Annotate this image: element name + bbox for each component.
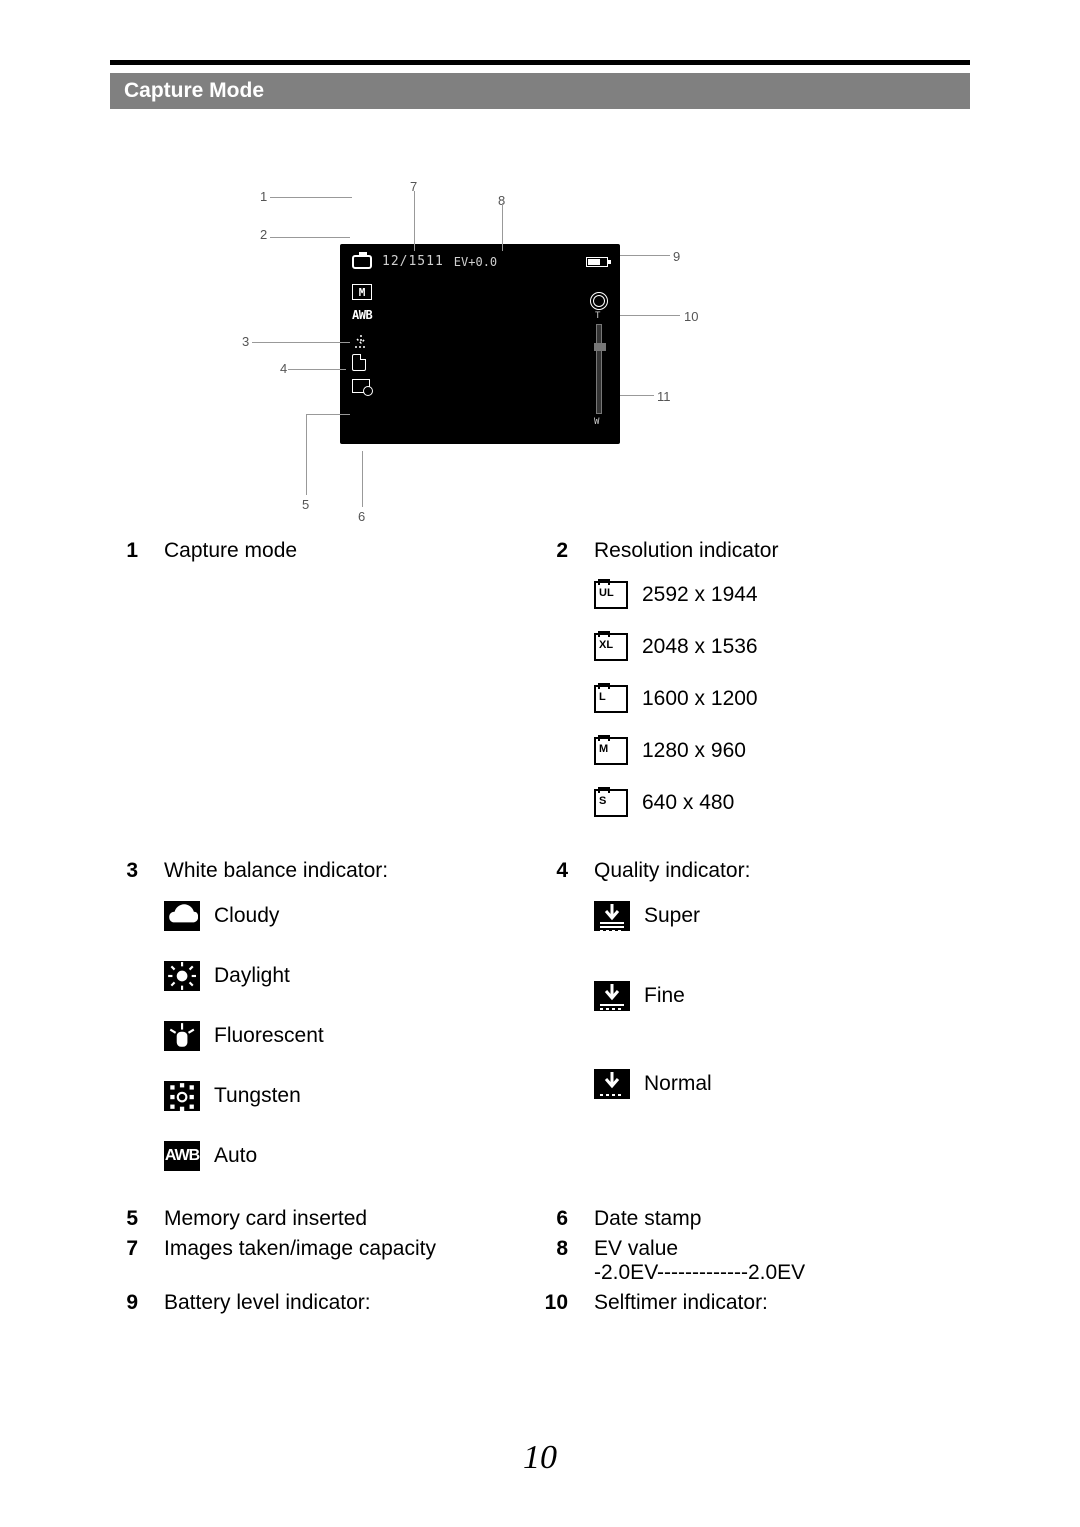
page-number: 10 <box>0 1439 1080 1477</box>
wb-item: AWB Auto <box>164 1141 540 1171</box>
resolution-item: XL 2048 x 1536 <box>594 633 970 661</box>
num-7: 7 <box>110 1237 164 1261</box>
tungsten-icon <box>164 1081 200 1111</box>
lcd-diagram: 12/1511 EV+0.0 M AWB TW 1 2 3 4 5 6 7 8 … <box>230 159 850 519</box>
num-9: 9 <box>110 1291 164 1315</box>
num-10: 10 <box>540 1291 594 1315</box>
num-1: 1 <box>110 539 164 563</box>
date-icon <box>352 379 370 393</box>
resolution-text: 2592 x 1944 <box>642 583 758 607</box>
label-4: Quality indicator: <box>594 859 970 883</box>
label-9: Battery level indicator: <box>164 1291 540 1315</box>
line-9 <box>620 255 670 256</box>
callout-1: 1 <box>260 189 267 204</box>
wb-item: Fluorescent <box>164 1021 540 1051</box>
callout-4: 4 <box>280 361 287 376</box>
wb-text: Daylight <box>214 964 290 988</box>
line-3 <box>252 342 350 343</box>
fluorescent-icon <box>164 1021 200 1051</box>
wb-item: Daylight <box>164 961 540 991</box>
line-8 <box>502 203 503 251</box>
zoom-bar: TW <box>596 324 602 414</box>
card-icon <box>352 354 366 371</box>
camera-icon <box>352 255 372 269</box>
wb-text: Cloudy <box>214 904 279 928</box>
auto-icon: AWB <box>164 1141 200 1171</box>
label-7: Images taken/image capacity <box>164 1237 540 1261</box>
quality-icon <box>352 330 370 346</box>
wb-text: Auto <box>214 1144 257 1168</box>
quality-item: Normal <box>594 1069 970 1099</box>
line-7 <box>414 191 415 251</box>
resolution-icon: M <box>352 284 372 300</box>
resolution-icon-S: S <box>594 789 628 817</box>
quality-item: Super <box>594 901 970 931</box>
callout-11: 11 <box>657 389 671 404</box>
num-2: 2 <box>540 539 594 841</box>
counter-text: 12/1511 <box>382 254 444 269</box>
top-rule <box>110 60 970 65</box>
label-6: Date stamp <box>594 1207 970 1231</box>
daylight-icon <box>164 961 200 991</box>
line-1 <box>270 197 352 198</box>
battery-icon <box>586 257 608 267</box>
wb-item: Tungsten <box>164 1081 540 1111</box>
line-6 <box>362 451 363 507</box>
resolution-icon-L: L <box>594 685 628 713</box>
line-5v2 <box>306 414 307 460</box>
resolution-text: 1280 x 960 <box>642 739 746 763</box>
num-4: 4 <box>540 859 594 1099</box>
line-5h <box>306 414 350 415</box>
label-1: Capture mode <box>164 539 540 563</box>
resolution-item: M 1280 x 960 <box>594 737 970 765</box>
callout-2: 2 <box>260 227 267 242</box>
label-8: EV value <box>594 1237 970 1261</box>
selftimer-icon <box>590 292 608 310</box>
resolution-text: 1600 x 1200 <box>642 687 758 711</box>
cloudy-icon <box>164 901 200 931</box>
callout-3: 3 <box>242 334 249 349</box>
quality-text: Normal <box>644 1072 712 1096</box>
callout-6: 6 <box>358 509 365 524</box>
resolution-icon-M: M <box>594 737 628 765</box>
wb-text: Fluorescent <box>214 1024 324 1048</box>
wb-text: Tungsten <box>214 1084 301 1108</box>
legend: 1 Capture mode 2 Resolution indicator UL… <box>110 539 970 1315</box>
awb-icon: AWB <box>352 308 372 322</box>
fine-icon <box>594 981 630 1011</box>
label-2: Resolution indicator <box>594 539 970 563</box>
resolution-text: 2048 x 1536 <box>642 635 758 659</box>
resolution-item: UL 2592 x 1944 <box>594 581 970 609</box>
quality-item: Fine <box>594 981 970 1011</box>
label-5: Memory card inserted <box>164 1207 540 1231</box>
heading-bar: Capture Mode <box>110 73 970 109</box>
resolution-item: S 640 x 480 <box>594 789 970 817</box>
resolution-text: 640 x 480 <box>642 791 734 815</box>
line-4 <box>288 369 346 370</box>
line-10 <box>620 315 680 316</box>
resolution-icon-XL: XL <box>594 633 628 661</box>
num-5: 5 <box>110 1207 164 1231</box>
line-2 <box>270 237 350 238</box>
label-8-sub: -2.0EV-------------2.0EV <box>594 1261 970 1285</box>
normal-icon <box>594 1069 630 1099</box>
label-10: Selftimer indicator: <box>594 1291 970 1315</box>
callout-9: 9 <box>673 249 680 264</box>
line-5v <box>306 459 307 495</box>
super-icon <box>594 901 630 931</box>
wb-item: Cloudy <box>164 901 540 931</box>
ev-text: EV+0.0 <box>454 255 497 269</box>
callout-10: 10 <box>684 309 698 324</box>
num-6: 6 <box>540 1207 594 1231</box>
resolution-icon-UL: UL <box>594 581 628 609</box>
label-3: White balance indicator: <box>164 859 540 883</box>
callout-5: 5 <box>302 497 309 512</box>
resolution-item: L 1600 x 1200 <box>594 685 970 713</box>
lcd-screen: 12/1511 EV+0.0 M AWB TW <box>340 244 620 444</box>
num-3: 3 <box>110 859 164 1201</box>
num-8: 8 <box>540 1237 594 1285</box>
quality-text: Fine <box>644 984 685 1008</box>
line-11 <box>620 395 654 396</box>
quality-text: Super <box>644 904 700 928</box>
